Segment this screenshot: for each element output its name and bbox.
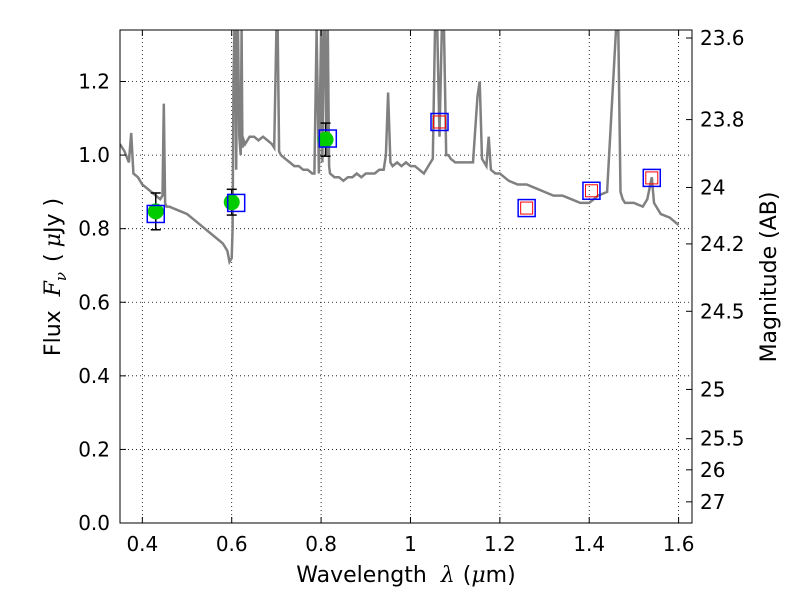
y2-tick-label: 25 xyxy=(700,377,725,401)
model-photometry-inner-box xyxy=(584,184,598,198)
y2-tick-label: 27 xyxy=(700,490,725,514)
model-photometry-box xyxy=(146,204,165,224)
y-tick-label: 0.0 xyxy=(78,511,110,535)
model-photometry-box xyxy=(318,129,338,148)
model-photometry-box xyxy=(430,112,449,132)
model-photometry-points xyxy=(146,112,662,224)
y2-axis-ticks: 23.6 23.8 24 24.2 24.5 25 25.5 26 27 xyxy=(686,26,745,514)
y-tick-label: 0.8 xyxy=(78,217,110,241)
plot-frame xyxy=(119,29,693,524)
model-photometry-inner-box xyxy=(645,171,659,185)
y2-axis-label: Magnitude (AB) xyxy=(757,192,782,363)
x-axis-ticks: 0.4 0.6 0.8 1 1.2 1.4 1.6 xyxy=(126,30,695,556)
grid-lines xyxy=(120,30,692,523)
x-tick-label: 1 xyxy=(404,532,417,556)
y2-tick-label: 23.6 xyxy=(700,26,745,50)
y2-tick-label: 25.5 xyxy=(700,427,745,451)
x-tick-label: 0.4 xyxy=(126,532,158,556)
y-tick-label: 0.2 xyxy=(78,437,110,461)
y2-tick-label: 23.8 xyxy=(700,108,745,132)
plot-area xyxy=(120,30,680,266)
y2-tick-label: 24.5 xyxy=(700,299,745,323)
x-tick-label: 0.8 xyxy=(305,532,337,556)
x-tick-label: 0.6 xyxy=(216,532,248,556)
y-axis-label: FluxFν(μJy ) xyxy=(41,198,70,356)
x-axis-label: Wavelength λ (μm) xyxy=(296,563,515,588)
x-tick-label: 1.6 xyxy=(663,532,695,556)
y-tick-label: 0.6 xyxy=(78,290,110,314)
model-photometry-inner-box xyxy=(520,201,534,215)
y2-tick-label: 24.2 xyxy=(700,232,745,256)
model-photometry-inner-box xyxy=(433,115,447,129)
y2-tick-label: 26 xyxy=(700,458,725,482)
model-photometry-box xyxy=(642,168,662,188)
model-photometry-box xyxy=(582,181,601,201)
model-photometry-box xyxy=(226,193,246,213)
y-tick-label: 1.0 xyxy=(78,143,110,167)
model-spectrum-line xyxy=(120,30,680,266)
observed-point xyxy=(223,194,240,211)
y-tick-label: 1.2 xyxy=(78,70,110,94)
model-photometry-box xyxy=(517,198,536,218)
observed-point xyxy=(317,131,334,148)
observed-point xyxy=(147,203,164,220)
x-tick-label: 1.2 xyxy=(484,532,516,556)
y2-tick-label: 24 xyxy=(700,175,725,199)
y-tick-label: 0.4 xyxy=(78,364,110,388)
y-axis-ticks: 0.0 0.2 0.4 0.6 0.8 1.0 1.2 xyxy=(78,70,126,535)
x-tick-label: 1.4 xyxy=(573,532,605,556)
